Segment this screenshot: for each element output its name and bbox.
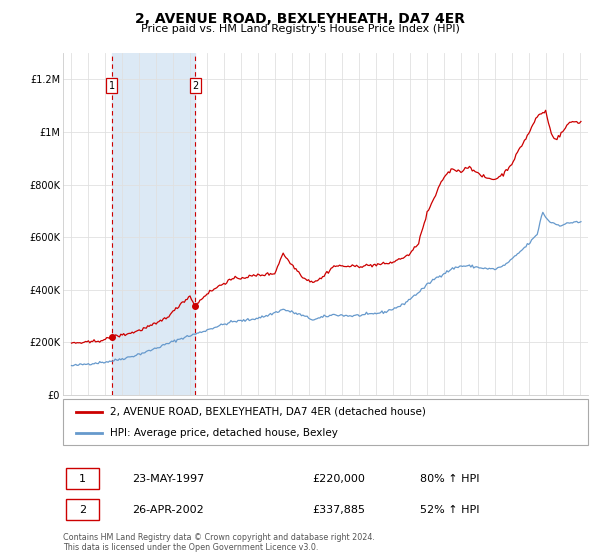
Text: 23-MAY-1997: 23-MAY-1997 bbox=[132, 474, 204, 484]
Text: 26-APR-2002: 26-APR-2002 bbox=[132, 505, 204, 515]
Text: 2, AVENUE ROAD, BEXLEYHEATH, DA7 4ER (detached house): 2, AVENUE ROAD, BEXLEYHEATH, DA7 4ER (de… bbox=[110, 407, 426, 417]
Text: 2, AVENUE ROAD, BEXLEYHEATH, DA7 4ER: 2, AVENUE ROAD, BEXLEYHEATH, DA7 4ER bbox=[135, 12, 465, 26]
Text: 2: 2 bbox=[193, 81, 199, 91]
Text: Price paid vs. HM Land Registry's House Price Index (HPI): Price paid vs. HM Land Registry's House … bbox=[140, 24, 460, 34]
Text: 1: 1 bbox=[109, 81, 115, 91]
Text: HPI: Average price, detached house, Bexley: HPI: Average price, detached house, Bexl… bbox=[110, 428, 338, 438]
Text: 2: 2 bbox=[79, 505, 86, 515]
Bar bbox=[112, 53, 196, 395]
Text: £337,885: £337,885 bbox=[312, 505, 365, 515]
Text: This data is licensed under the Open Government Licence v3.0.: This data is licensed under the Open Gov… bbox=[63, 543, 319, 552]
Text: Contains HM Land Registry data © Crown copyright and database right 2024.: Contains HM Land Registry data © Crown c… bbox=[63, 533, 375, 542]
Text: 80% ↑ HPI: 80% ↑ HPI bbox=[420, 474, 479, 484]
Text: 1: 1 bbox=[79, 474, 86, 484]
Text: 52% ↑ HPI: 52% ↑ HPI bbox=[420, 505, 479, 515]
Text: £220,000: £220,000 bbox=[312, 474, 365, 484]
FancyBboxPatch shape bbox=[63, 399, 588, 445]
